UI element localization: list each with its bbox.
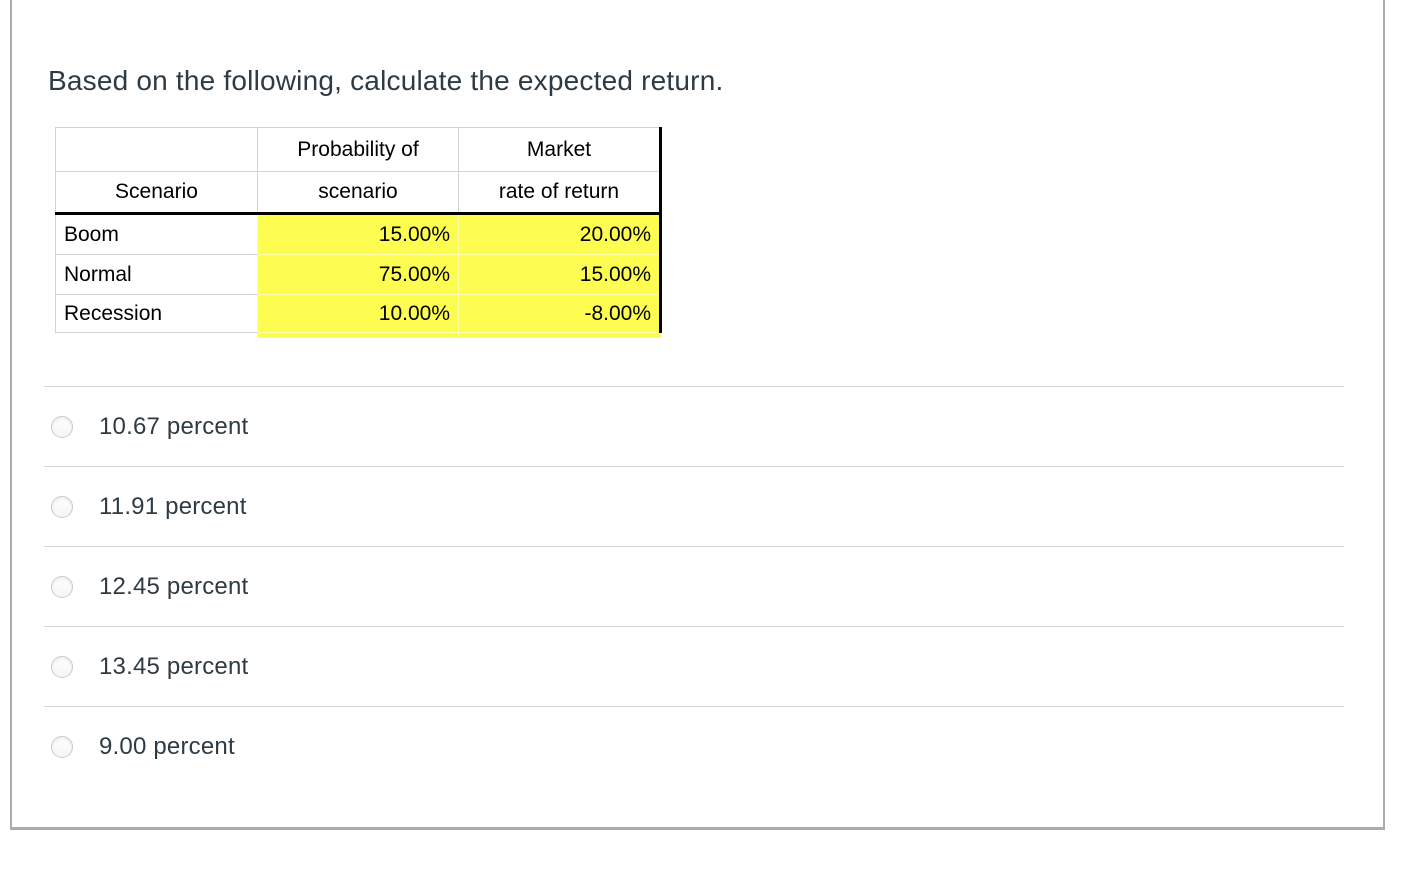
answer-options: 10.67 percent 11.91 percent 12.45 percen… xyxy=(44,386,1344,786)
answer-option-label: 10.67 percent xyxy=(99,412,249,440)
header-cell-probability-2: scenario xyxy=(257,171,459,215)
cell-probability: 15.00% xyxy=(257,213,459,255)
cell-probability: 10.00% xyxy=(257,294,459,333)
answer-option-2[interactable]: 11.91 percent xyxy=(44,466,1344,546)
header-cell-probability-1: Probability of xyxy=(257,127,459,172)
radio-button[interactable] xyxy=(51,735,73,758)
scenario-table: Probability of Market Scenario scenario … xyxy=(55,127,662,338)
table-row-normal: Normal 75.00% 15.00% xyxy=(55,254,662,295)
cell-scenario: Normal xyxy=(55,254,258,295)
radio-button[interactable] xyxy=(51,575,73,598)
answer-option-3[interactable]: 12.45 percent xyxy=(44,546,1344,626)
answer-option-5[interactable]: 9.00 percent xyxy=(44,706,1344,786)
radio-button[interactable] xyxy=(51,495,73,518)
table-header-row-1: Probability of Market xyxy=(55,127,662,172)
cell-scenario: Boom xyxy=(55,213,258,255)
table-row-boom: Boom 15.00% 20.00% xyxy=(55,213,662,255)
answer-option-1[interactable]: 10.67 percent xyxy=(44,386,1344,466)
cell-return: 15.00% xyxy=(458,254,662,295)
radio-button[interactable] xyxy=(51,655,73,678)
answer-option-label: 13.45 percent xyxy=(99,652,249,680)
header-cell-market-1: Market xyxy=(458,127,662,172)
cell-return: -8.00% xyxy=(458,294,662,333)
table-header-row-2: Scenario scenario rate of return xyxy=(55,171,662,215)
answer-option-4[interactable]: 13.45 percent xyxy=(44,626,1344,706)
radio-button[interactable] xyxy=(51,415,73,438)
header-cell-market-2: rate of return xyxy=(458,171,662,215)
answer-option-label: 12.45 percent xyxy=(99,572,249,600)
header-cell-scenario: Scenario xyxy=(55,171,258,215)
question-text: Based on the following, calculate the ex… xyxy=(48,65,724,96)
header-cell-blank xyxy=(55,127,258,172)
cell-scenario: Recession xyxy=(55,294,258,333)
scenario-table-grid: Probability of Market Scenario scenario … xyxy=(55,127,662,338)
table-cropped-row xyxy=(55,332,661,338)
table-row-recession: Recession 10.00% -8.00% xyxy=(55,294,662,333)
cell-return: 20.00% xyxy=(458,213,662,255)
answer-option-label: 9.00 percent xyxy=(99,732,235,760)
cell-probability: 75.00% xyxy=(257,254,459,295)
answer-option-label: 11.91 percent xyxy=(99,492,247,520)
